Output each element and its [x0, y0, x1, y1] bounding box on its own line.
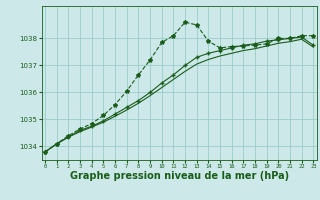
- X-axis label: Graphe pression niveau de la mer (hPa): Graphe pression niveau de la mer (hPa): [70, 171, 289, 181]
